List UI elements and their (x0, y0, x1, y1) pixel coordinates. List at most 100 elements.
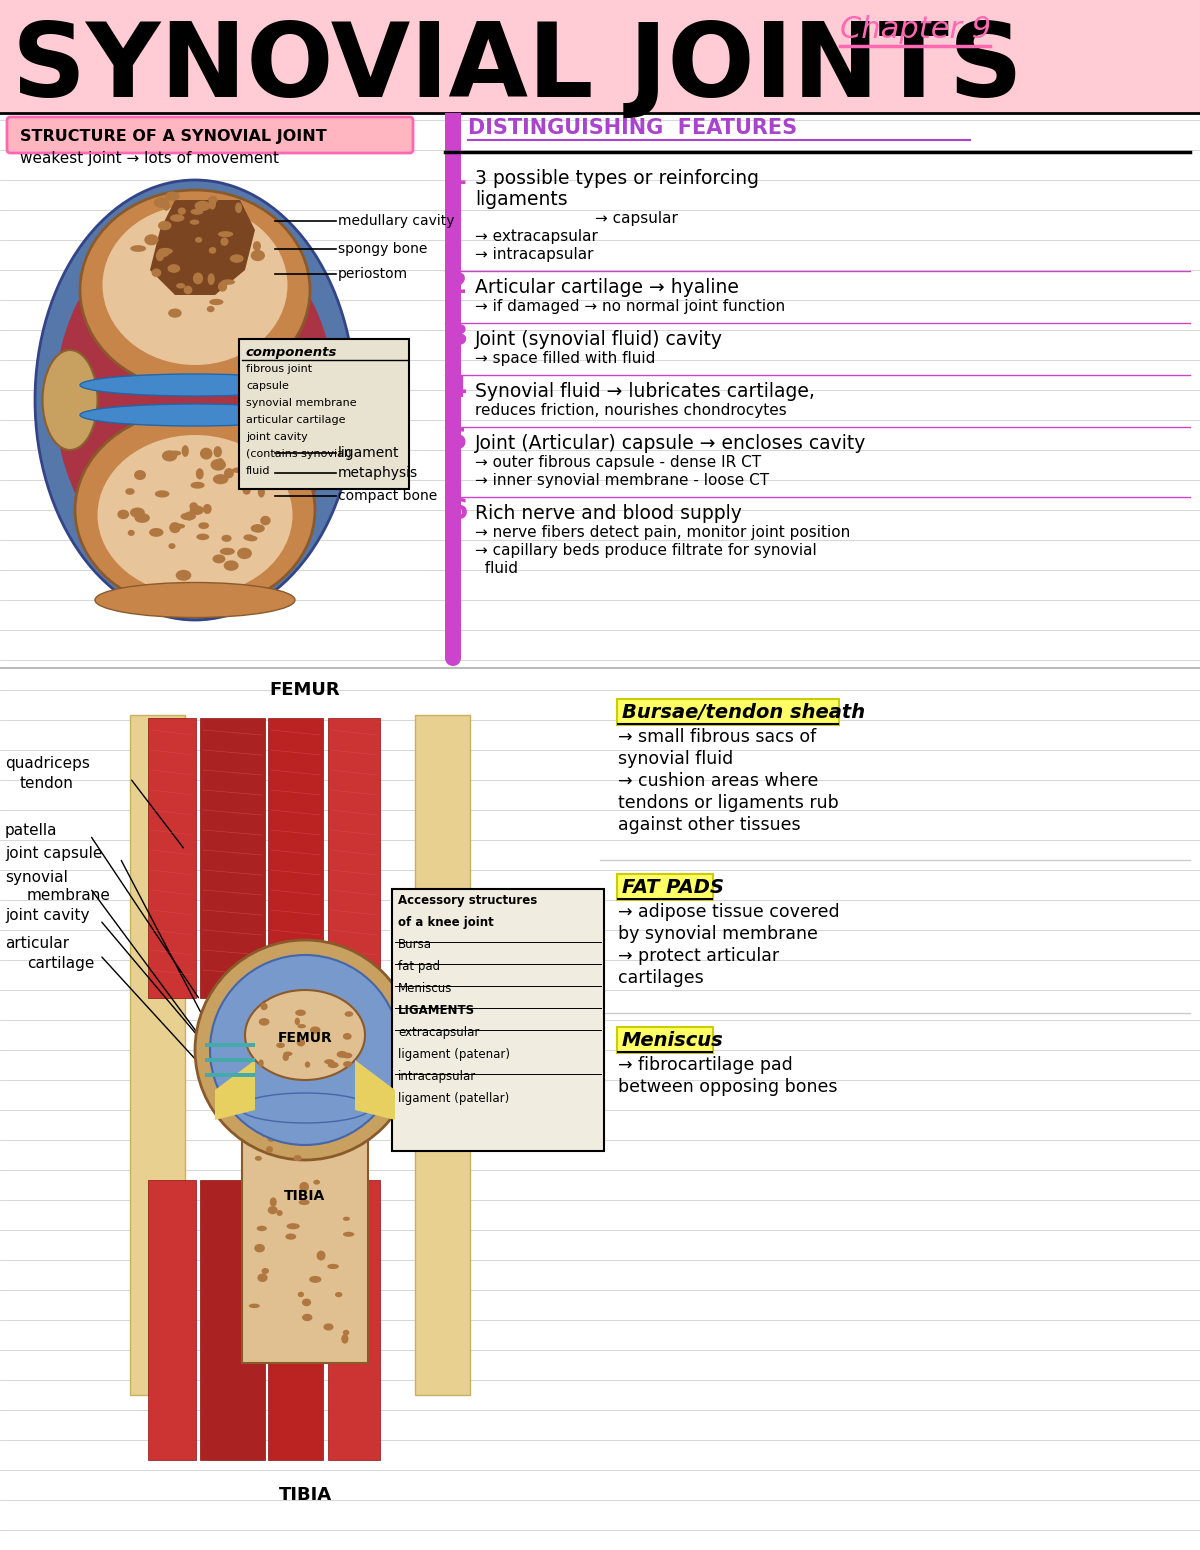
Ellipse shape (80, 374, 310, 395)
Ellipse shape (258, 1274, 268, 1282)
Ellipse shape (180, 513, 196, 521)
Text: Bursa: Bursa (398, 938, 432, 952)
Text: patella: patella (5, 823, 58, 839)
FancyArrow shape (205, 1059, 256, 1062)
Ellipse shape (295, 1035, 302, 1040)
Text: ligament (patellar): ligament (patellar) (398, 1093, 509, 1105)
Ellipse shape (260, 1003, 268, 1011)
Ellipse shape (181, 445, 188, 457)
Text: 3: 3 (448, 322, 467, 350)
Text: metaphysis: metaphysis (338, 467, 418, 480)
Ellipse shape (283, 1051, 293, 1056)
Ellipse shape (313, 1180, 320, 1184)
Text: reduces friction, nourishes chondrocytes: reduces friction, nourishes chondrocytes (475, 403, 787, 418)
Ellipse shape (268, 1206, 277, 1214)
Text: quadriceps: quadriceps (5, 756, 90, 770)
Bar (148, 718, 196, 998)
Text: periostom: periostom (338, 267, 408, 281)
Ellipse shape (258, 1059, 264, 1066)
Bar (200, 718, 265, 998)
Ellipse shape (295, 1018, 300, 1025)
Text: synovial fluid: synovial fluid (618, 750, 733, 767)
Ellipse shape (218, 231, 233, 237)
Text: ligament: ligament (338, 446, 400, 460)
Ellipse shape (218, 1031, 226, 1038)
Text: TIBIA: TIBIA (278, 1486, 331, 1504)
Ellipse shape (156, 251, 164, 262)
Text: joint cavity: joint cavity (246, 432, 307, 442)
Text: → extracapsular: → extracapsular (475, 229, 598, 243)
Text: synovial: synovial (5, 870, 68, 885)
Ellipse shape (203, 504, 211, 515)
Ellipse shape (268, 1136, 275, 1142)
Ellipse shape (214, 446, 222, 457)
Text: ligaments: ligaments (475, 191, 568, 209)
Ellipse shape (263, 1040, 274, 1048)
Ellipse shape (276, 1034, 282, 1042)
Ellipse shape (97, 436, 293, 595)
Text: synovial membrane: synovial membrane (246, 398, 356, 408)
Ellipse shape (310, 1026, 320, 1034)
Ellipse shape (42, 350, 97, 450)
Ellipse shape (169, 451, 181, 456)
Text: Joint (synovial fluid) cavity: Joint (synovial fluid) cavity (475, 330, 722, 349)
Ellipse shape (196, 237, 203, 243)
Text: STRUCTURE OF A SYNOVIAL JOINT: STRUCTURE OF A SYNOVIAL JOINT (20, 129, 326, 144)
Ellipse shape (130, 507, 145, 518)
Ellipse shape (216, 1003, 223, 1009)
Ellipse shape (234, 1004, 245, 1012)
Ellipse shape (80, 405, 310, 426)
Ellipse shape (310, 1276, 322, 1283)
Ellipse shape (281, 1011, 288, 1018)
Ellipse shape (298, 1291, 304, 1297)
Text: 1: 1 (448, 163, 467, 191)
Ellipse shape (193, 273, 203, 284)
Text: fluid: fluid (246, 467, 270, 476)
Ellipse shape (125, 488, 134, 494)
FancyBboxPatch shape (617, 874, 713, 901)
Ellipse shape (221, 279, 235, 285)
Ellipse shape (240, 1093, 370, 1124)
Ellipse shape (242, 487, 251, 494)
Ellipse shape (134, 513, 150, 522)
Ellipse shape (343, 1032, 352, 1040)
Ellipse shape (343, 1062, 353, 1068)
Text: fluid: fluid (475, 561, 518, 577)
Ellipse shape (296, 1038, 305, 1046)
Ellipse shape (154, 197, 169, 208)
Text: articular cartilage: articular cartilage (246, 415, 346, 425)
Ellipse shape (258, 487, 265, 498)
Ellipse shape (212, 474, 228, 484)
Text: compact bone: compact bone (338, 488, 437, 504)
Ellipse shape (254, 1156, 262, 1161)
Ellipse shape (169, 522, 181, 533)
Ellipse shape (198, 522, 209, 529)
Text: Meniscus: Meniscus (398, 983, 452, 995)
Ellipse shape (259, 1018, 270, 1026)
Ellipse shape (149, 529, 163, 536)
Text: → intracapsular: → intracapsular (475, 246, 594, 262)
Ellipse shape (341, 1335, 348, 1344)
Text: Chapter 9: Chapter 9 (840, 16, 991, 43)
Text: → cushion areas where: → cushion areas where (618, 772, 818, 790)
Ellipse shape (317, 1251, 325, 1260)
Bar (445, 113, 461, 659)
Ellipse shape (158, 250, 169, 257)
Text: → capillary beds produce filtrate for synovial: → capillary beds produce filtrate for sy… (475, 542, 817, 558)
Ellipse shape (248, 1304, 260, 1308)
Ellipse shape (265, 1020, 272, 1025)
Ellipse shape (342, 1052, 353, 1059)
Text: tendons or ligaments rub: tendons or ligaments rub (618, 794, 839, 812)
Text: → fibrocartilage pad: → fibrocartilage pad (618, 1056, 793, 1074)
Text: 4: 4 (448, 375, 467, 403)
Ellipse shape (178, 208, 186, 215)
Text: 6: 6 (448, 498, 467, 525)
Text: joint cavity: joint cavity (5, 908, 90, 922)
Bar (148, 1180, 196, 1460)
Ellipse shape (232, 468, 245, 473)
Ellipse shape (95, 583, 295, 617)
Ellipse shape (266, 1145, 272, 1153)
Ellipse shape (251, 524, 265, 533)
Ellipse shape (74, 411, 314, 611)
Ellipse shape (131, 245, 146, 251)
